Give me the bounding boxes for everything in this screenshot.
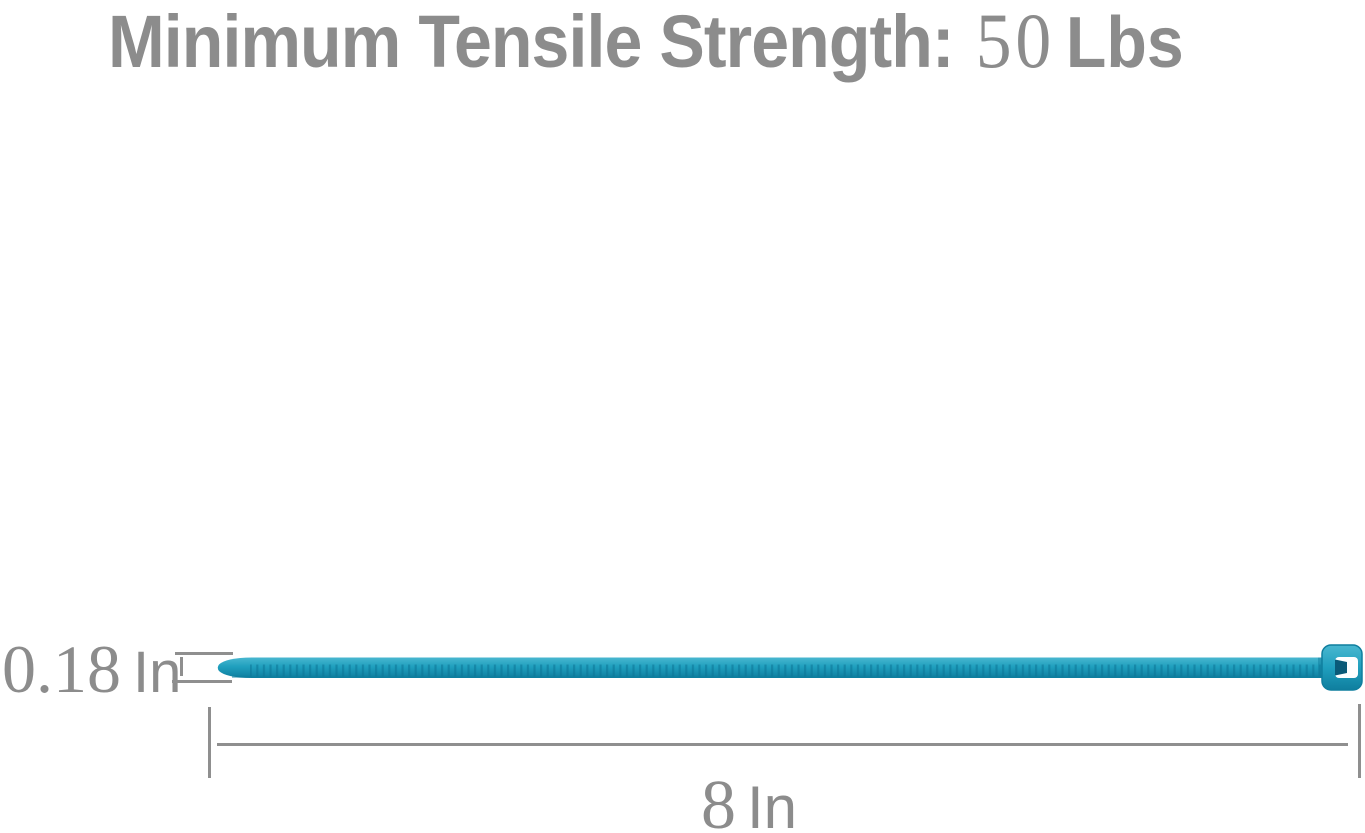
width-value: 0.18 xyxy=(2,631,121,707)
cable-tie-teeth xyxy=(250,664,1322,677)
width-bracket-top-line xyxy=(175,652,233,655)
length-extension-line-left xyxy=(208,707,211,778)
title-text: Minimum Tensile Strength: xyxy=(108,0,955,83)
page-title: Minimum Tensile Strength: 50 Lbs xyxy=(108,0,1184,86)
title-strength-unit: Lbs xyxy=(1065,3,1184,83)
strap-bottom-shadow xyxy=(232,675,1324,678)
cable-tie-illustration xyxy=(217,644,1363,691)
cable-tie-head-pawl xyxy=(1335,659,1347,676)
head-junction-shadow xyxy=(1318,657,1323,678)
width-bracket-tick xyxy=(180,657,183,676)
width-bracket-bottom-line xyxy=(172,680,232,683)
width-unit: In xyxy=(133,640,182,705)
width-dimension-label: 0.18 In xyxy=(2,630,181,709)
length-dimension-label: 8 In xyxy=(701,766,797,833)
length-unit: In xyxy=(747,774,798,833)
length-extension-line-right xyxy=(1358,704,1361,778)
title-strength-value: 50 xyxy=(975,0,1055,84)
length-dimension-line xyxy=(217,743,1348,746)
length-value: 8 xyxy=(701,767,736,833)
